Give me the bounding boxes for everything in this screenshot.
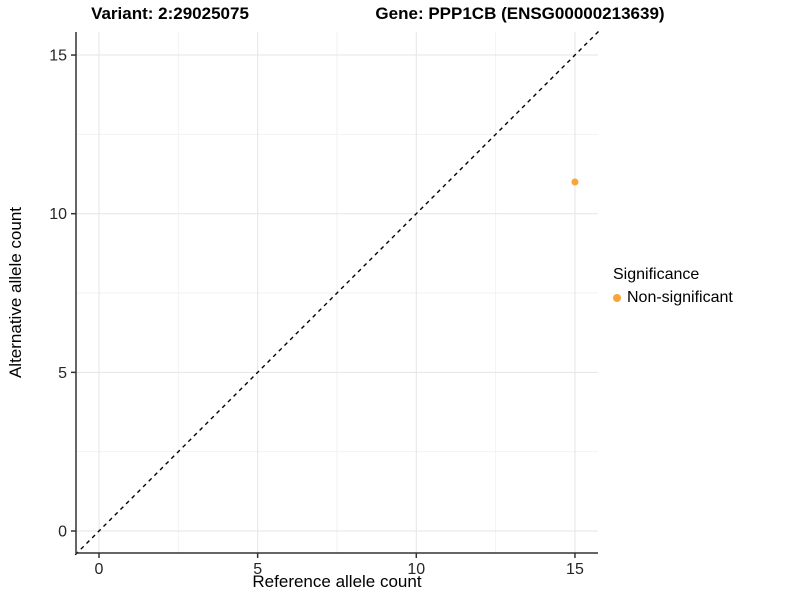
y-tick-label: 10 <box>49 206 67 223</box>
data-point <box>571 178 579 186</box>
legend: Significance Non-significant <box>613 266 733 307</box>
legend-item-label: Non-significant <box>627 289 733 306</box>
x-tick-label: 10 <box>407 561 425 578</box>
legend-point-icon <box>613 294 621 302</box>
x-tick-label: 5 <box>253 561 262 578</box>
legend-title: Significance <box>613 266 700 283</box>
variant-title: Variant: 2:29025075 <box>91 4 249 23</box>
x-axis-title: Reference allele count <box>252 572 422 591</box>
y-tick-label: 5 <box>58 365 67 382</box>
y-tick-label: 0 <box>58 524 67 541</box>
x-tick-label: 15 <box>566 561 584 578</box>
y-axis-title: Alternative allele count <box>6 206 25 379</box>
gene-title: Gene: PPP1CB (ENSG00000213639) <box>375 4 665 23</box>
y-axis-title-container: Alternative allele count <box>4 32 28 553</box>
y-tick-label: 15 <box>49 48 67 65</box>
legend-item-non-significant: Non-significant <box>613 289 733 307</box>
identity-line <box>74 30 600 556</box>
x-tick-label: 0 <box>95 561 104 578</box>
